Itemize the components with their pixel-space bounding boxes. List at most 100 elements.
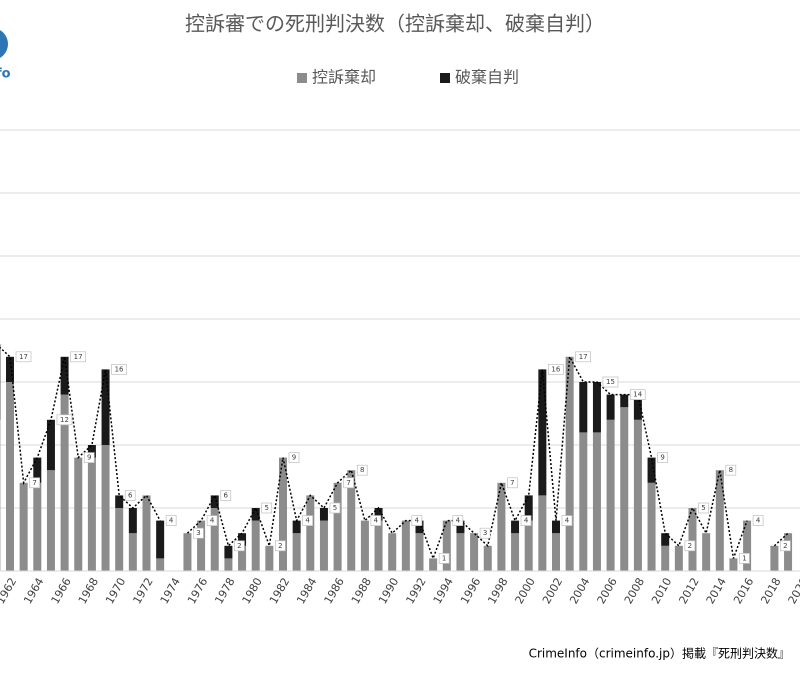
bar-segment — [511, 520, 520, 534]
x-tick-label: 1988 — [349, 576, 374, 607]
data-label: 17 — [579, 353, 588, 361]
x-tick-label: 1978 — [212, 576, 237, 607]
data-label-box — [29, 477, 40, 489]
bar-segment — [101, 445, 110, 571]
bar-segment — [265, 545, 274, 571]
bar-segment — [388, 533, 397, 571]
bar-segment — [647, 457, 656, 483]
bar-segment — [579, 382, 588, 433]
x-tick-label: 2020 — [786, 576, 800, 607]
data-label-box — [507, 477, 518, 489]
bar-segment — [524, 495, 533, 521]
bar-segment — [606, 419, 615, 571]
data-label: 8 — [729, 466, 733, 474]
bar-segment — [306, 495, 315, 571]
data-label-box — [479, 527, 491, 539]
bar-segment — [483, 545, 492, 571]
data-label: 2 — [688, 542, 692, 550]
legend-label: 破棄自判 — [455, 68, 519, 87]
bar-segment — [319, 520, 328, 571]
data-label: 6 — [128, 491, 133, 499]
bar-segment — [251, 520, 260, 571]
data-label-box — [452, 515, 464, 526]
data-label-box — [56, 414, 73, 426]
bar-segment — [251, 508, 260, 521]
data-label-box — [657, 452, 668, 463]
bar-segment — [333, 482, 342, 571]
data-label: 2 — [278, 542, 282, 550]
data-label: 4 — [524, 517, 529, 525]
data-label: 2 — [783, 542, 787, 550]
bar-segment — [33, 457, 42, 483]
source: CrimeInfo（crimeinfo.jp）掲載『死刑判決数』 — [529, 646, 790, 661]
data-label: 7 — [510, 479, 514, 487]
x-tick-label: 2002 — [540, 576, 565, 607]
data-label: 1 — [742, 554, 746, 562]
bar-segment — [183, 533, 192, 571]
x-tick-label: 1962 — [0, 576, 19, 607]
data-label: 17 — [19, 353, 28, 361]
data-label: 4 — [456, 517, 461, 525]
x-tick-label: 2018 — [758, 576, 783, 607]
data-label-box — [520, 515, 532, 526]
x-tick-label: 1976 — [185, 576, 210, 607]
bar-segment — [74, 457, 83, 571]
data-label: 8 — [360, 466, 364, 474]
chart-title: 控訴審での死刑判決数（控訴棄却、破棄自判） — [185, 12, 605, 36]
data-label-box — [780, 540, 791, 552]
data-label-box — [752, 515, 764, 526]
data-label-box — [111, 364, 127, 375]
data-label-box — [124, 490, 136, 501]
data-label: 4 — [305, 517, 310, 525]
x-tick-label: 2012 — [676, 576, 701, 607]
x-tick-label: 2014 — [704, 576, 729, 607]
bar-segment — [715, 470, 724, 571]
data-label-box — [70, 351, 86, 363]
bar-segment — [456, 533, 465, 571]
bar-segment — [238, 533, 247, 546]
data-label-box — [234, 540, 245, 552]
bar-segment — [101, 369, 110, 445]
bar-segment — [415, 520, 424, 534]
bar-segment — [292, 520, 301, 534]
data-label: 7 — [346, 479, 350, 487]
bar-segment — [46, 470, 55, 571]
bar-segment — [429, 558, 438, 571]
bar-segment — [87, 457, 96, 571]
data-label-box — [288, 452, 300, 463]
data-label-box — [602, 376, 619, 388]
x-tick-label: 2008 — [622, 576, 647, 607]
data-label: 4 — [565, 517, 570, 525]
bar-segment — [688, 508, 697, 571]
data-label-box — [220, 490, 232, 501]
x-tick-label: 1972 — [130, 576, 155, 607]
bar-segment — [702, 533, 711, 571]
legend-swatch — [297, 73, 307, 83]
bar-segment — [606, 394, 615, 420]
bar-segment — [770, 545, 779, 571]
data-label: 4 — [374, 517, 379, 525]
bar-segment — [292, 533, 301, 571]
x-tick-label: 1994 — [431, 576, 456, 607]
bar-segment — [279, 457, 287, 571]
bar-segment — [115, 495, 124, 508]
bar-segment — [456, 520, 465, 534]
data-label-box — [193, 527, 204, 539]
x-tick-label: 1990 — [376, 576, 401, 607]
bar-segment — [360, 520, 369, 571]
bar-segment — [661, 545, 670, 571]
bar-segment — [592, 382, 601, 433]
bar-segment — [497, 482, 506, 571]
x-tick-label: 1982 — [267, 576, 292, 607]
x-tick-label: 1992 — [403, 576, 428, 607]
x-tick-label: 1996 — [458, 576, 483, 607]
data-label: 7 — [32, 479, 36, 487]
x-tick-label: 1966 — [49, 576, 74, 607]
x-tick-label: 1974 — [158, 576, 183, 607]
bar-segment — [552, 520, 560, 534]
data-label: 5 — [333, 504, 337, 512]
bar-segment — [238, 545, 247, 571]
x-tick-label: 1968 — [76, 576, 101, 607]
